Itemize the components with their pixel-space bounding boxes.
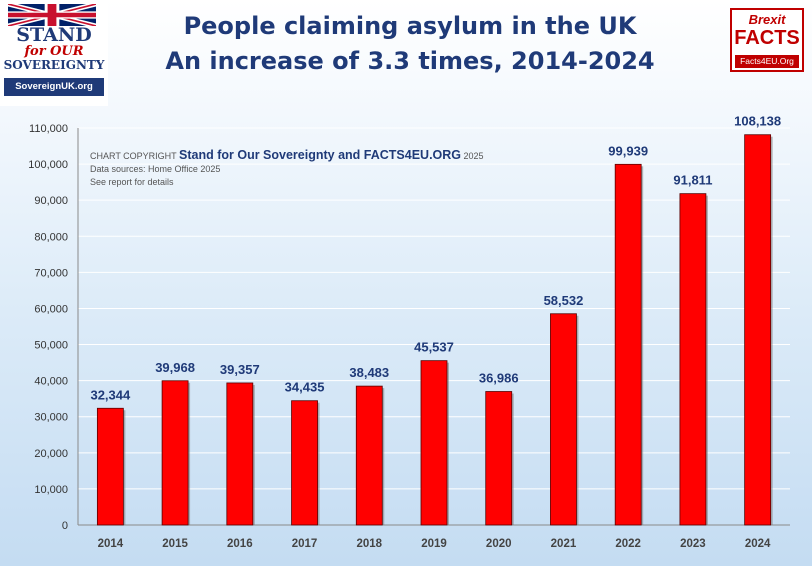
brexit-facts-logo: Brexit FACTS Facts4EU.Org — [730, 8, 804, 72]
bar — [550, 313, 577, 526]
y-tick-label: 50,000 — [34, 340, 68, 352]
y-tick-label: 0 — [62, 520, 68, 532]
bar — [96, 407, 124, 526]
bar-value-label: 36,986 — [479, 371, 519, 386]
logo-right-url: Facts4EU.Org — [735, 55, 799, 68]
chart-title-line1: People claiming asylum in the UK — [183, 12, 637, 40]
logo-left-url: SovereignUK.org — [4, 78, 104, 96]
x-tick-label: 2019 — [421, 538, 447, 550]
bar-value-label: 39,968 — [155, 360, 195, 375]
y-tick-label: 80,000 — [34, 231, 68, 243]
bar — [485, 391, 513, 526]
bar-value-label: 91,811 — [673, 173, 712, 188]
x-tick-label: 2018 — [356, 538, 382, 550]
bar — [355, 385, 383, 526]
bar — [226, 382, 254, 526]
x-tick-label: 2021 — [551, 538, 577, 550]
report-note: See report for details — [90, 177, 174, 187]
data-sources: Data sources: Home Office 2025 — [90, 164, 221, 174]
bar-value-label: 32,344 — [90, 387, 131, 402]
x-tick-label: 2017 — [292, 538, 318, 550]
y-tick-label: 40,000 — [34, 376, 68, 388]
copyright-prefix: CHART COPYRIGHT — [90, 151, 177, 161]
bar-value-label: 58,532 — [544, 293, 584, 308]
y-tick-label: 60,000 — [34, 303, 68, 315]
bar-value-label: 39,357 — [220, 362, 260, 377]
bar — [420, 360, 448, 526]
x-tick-label: 2023 — [680, 538, 706, 550]
logo-right-line2: FACTS — [734, 27, 800, 49]
logo-left-line2: for OUR — [24, 44, 84, 59]
copyright-notice: CHART COPYRIGHT Stand for Our Sovereignt… — [90, 149, 484, 189]
bar — [614, 163, 642, 526]
y-tick-label: 30,000 — [34, 412, 68, 424]
x-tick-label: 2015 — [162, 538, 188, 550]
logo-left-line1: STAND — [16, 24, 92, 46]
x-tick-label: 2014 — [98, 538, 124, 550]
bar-value-label: 34,435 — [285, 380, 325, 395]
chart-title-line2: An increase of 3.3 times, 2014-2024 — [165, 47, 655, 75]
y-tick-label: 110,000 — [29, 123, 68, 135]
union-flag-icon — [8, 4, 96, 26]
bar-value-label: 38,483 — [349, 365, 389, 380]
y-tick-label: 100,000 — [28, 159, 68, 171]
bar — [679, 193, 707, 526]
bar-value-label: 45,537 — [414, 340, 454, 355]
copyright-owner: Stand for Our Sovereignty and FACTS4EU.O… — [179, 148, 462, 162]
y-tick-label: 70,000 — [34, 267, 68, 279]
bar — [744, 134, 772, 526]
x-tick-label: 2016 — [227, 538, 253, 550]
copyright-year: 2025 — [463, 151, 484, 161]
x-tick-label: 2020 — [486, 538, 512, 550]
bar-value-label: 99,939 — [608, 143, 648, 158]
x-tick-label: 2022 — [615, 538, 641, 550]
logo-left-line3: SOVEREIGNTY — [3, 58, 105, 72]
y-tick-label: 20,000 — [34, 448, 68, 460]
logo-right-line1: Brexit — [748, 12, 786, 27]
bar-value-label: 108,138 — [734, 114, 781, 129]
y-tick-label: 90,000 — [34, 195, 68, 207]
x-tick-label: 2024 — [745, 538, 771, 550]
bar — [161, 380, 189, 526]
stand-for-our-sovereignty-logo: STAND for OUR SOVEREIGNTY SovereignUK.or… — [0, 0, 108, 106]
bar — [291, 400, 318, 526]
y-tick-label: 10,000 — [34, 484, 68, 496]
